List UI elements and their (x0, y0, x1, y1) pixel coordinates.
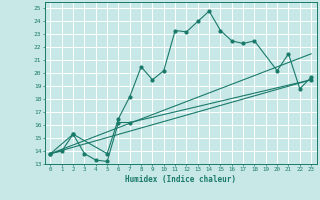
X-axis label: Humidex (Indice chaleur): Humidex (Indice chaleur) (125, 175, 236, 184)
